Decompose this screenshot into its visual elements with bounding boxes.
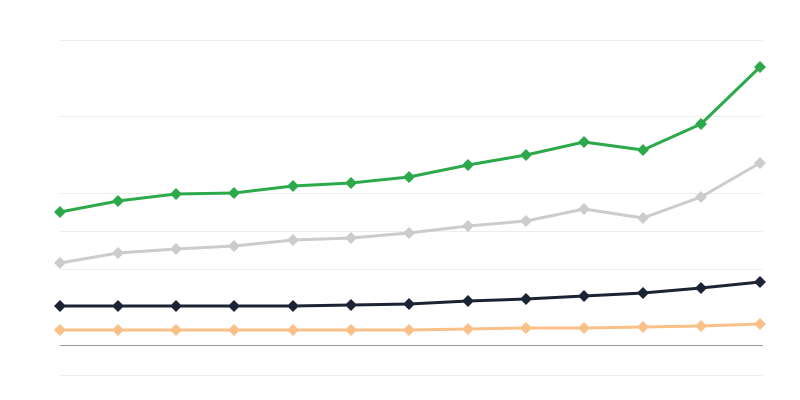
series-green-marker-12 — [754, 61, 766, 73]
series-gray-marker-9 — [578, 203, 590, 215]
series-navy-marker-4 — [287, 300, 299, 312]
series-orange-marker-10 — [637, 321, 649, 333]
series-layer — [54, 61, 766, 336]
series-navy-marker-10 — [637, 287, 649, 299]
series-green-marker-10 — [637, 144, 649, 156]
series-orange-marker-8 — [520, 322, 532, 334]
series-navy-marker-5 — [345, 299, 357, 311]
series-gray-marker-6 — [403, 227, 415, 239]
series-navy-marker-6 — [403, 298, 415, 310]
series-gray-marker-2 — [170, 243, 182, 255]
series-green-marker-3 — [228, 187, 240, 199]
series-green-marker-11 — [695, 118, 707, 130]
series-navy-marker-3 — [228, 300, 240, 312]
series-navy-marker-12 — [754, 276, 766, 288]
series-gray-marker-8 — [520, 215, 532, 227]
series-orange — [54, 318, 766, 336]
series-gray — [54, 157, 766, 269]
series-navy-marker-11 — [695, 282, 707, 294]
series-gray-marker-10 — [637, 212, 649, 224]
series-navy — [54, 276, 766, 312]
series-green-marker-2 — [170, 188, 182, 200]
series-gray-marker-5 — [345, 232, 357, 244]
series-navy-marker-0 — [54, 300, 66, 312]
series-orange-marker-7 — [462, 323, 474, 335]
series-orange-marker-6 — [403, 324, 415, 336]
series-orange-marker-12 — [754, 318, 766, 330]
series-navy-marker-9 — [578, 290, 590, 302]
series-orange-marker-9 — [578, 322, 590, 334]
series-gray-marker-1 — [112, 247, 124, 259]
series-gray-marker-11 — [695, 191, 707, 203]
series-gray-marker-0 — [54, 257, 66, 269]
series-navy-marker-1 — [112, 300, 124, 312]
series-navy-marker-7 — [462, 295, 474, 307]
series-gray-marker-12 — [754, 157, 766, 169]
series-gray-marker-4 — [287, 234, 299, 246]
series-green-marker-5 — [345, 177, 357, 189]
series-green — [54, 61, 766, 218]
series-green-marker-0 — [54, 206, 66, 218]
series-green-marker-8 — [520, 149, 532, 161]
series-green-marker-9 — [578, 136, 590, 148]
series-gray-marker-3 — [228, 240, 240, 252]
series-orange-marker-5 — [345, 324, 357, 336]
series-navy-marker-8 — [520, 293, 532, 305]
series-orange-marker-4 — [287, 324, 299, 336]
series-orange-marker-1 — [112, 324, 124, 336]
series-green-marker-6 — [403, 171, 415, 183]
series-orange-marker-0 — [54, 324, 66, 336]
series-orange-marker-11 — [695, 320, 707, 332]
series-orange-marker-3 — [228, 324, 240, 336]
series-green-marker-1 — [112, 195, 124, 207]
series-green-marker-4 — [287, 180, 299, 192]
series-navy-marker-2 — [170, 300, 182, 312]
series-gray-marker-7 — [462, 220, 474, 232]
series-orange-marker-2 — [170, 324, 182, 336]
series-green-marker-7 — [462, 159, 474, 171]
